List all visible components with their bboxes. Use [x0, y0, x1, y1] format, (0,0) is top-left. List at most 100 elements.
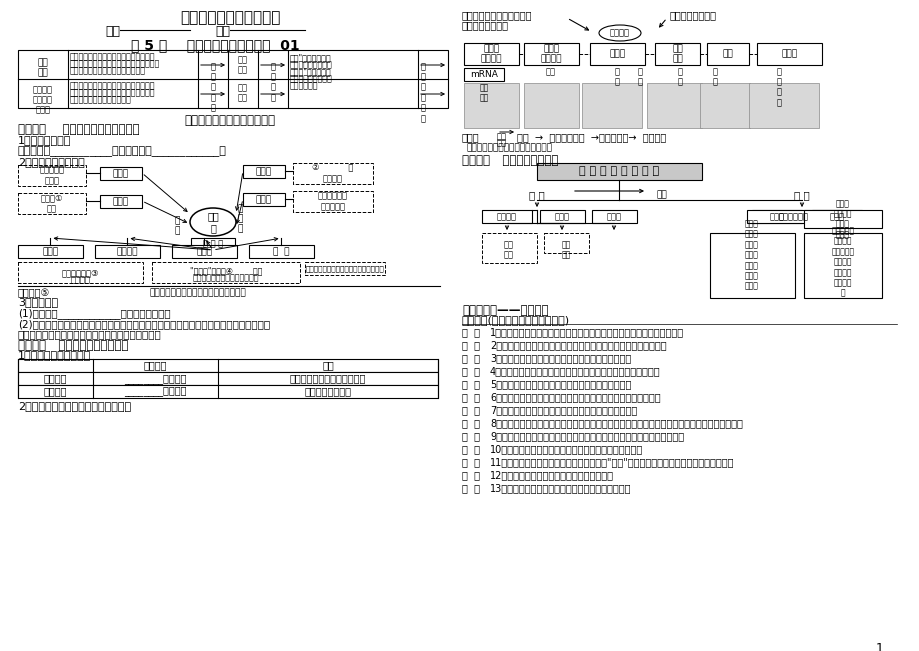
Bar	[748, 83, 818, 128]
Text: 8．细胞骨架与细胞运动、分裂、分化以及物质运输、能量转化、信息传递等生命活动密切相关。: 8．细胞骨架与细胞运动、分裂、分化以及物质运输、能量转化、信息传递等生命活动密切…	[490, 418, 742, 428]
Text: 缩合: 缩合	[496, 138, 506, 147]
Bar	[582, 83, 641, 128]
Text: （  ）: （ ）	[461, 457, 480, 467]
Text: 加工、分类、包装: 加工、分类、包装	[669, 10, 716, 20]
Text: （  ）: （ ）	[461, 379, 480, 389]
Text: 3．植物细胞都含有叶绿体，动物细胞都含有线粒体。: 3．植物细胞都含有叶绿体，动物细胞都含有线粒体。	[490, 353, 630, 363]
Text: 1: 1	[875, 642, 883, 651]
Text: 实
验
探
究
能
力: 实 验 探 究 能 力	[420, 62, 425, 123]
Text: 调节植物细胞内的环境，保持细胞紧张度: 调节植物细胞内的环境，保持细胞紧张度	[150, 288, 246, 297]
Bar	[482, 233, 537, 263]
Text: 细胞
器: 细胞 器	[207, 211, 219, 233]
Text: （  ）: （ ）	[461, 392, 480, 402]
Text: 实验材料选取原则和: 实验材料选取原则和	[289, 74, 333, 83]
Text: 胞内蛋白: 胞内蛋白	[43, 387, 67, 396]
Text: 1．细胞质的组成: 1．细胞质的组成	[18, 135, 72, 145]
Text: 核糖体: 核糖体	[113, 169, 129, 178]
Text: 高三生物一轮复习导学案: 高三生物一轮复习导学案	[179, 10, 280, 25]
Bar	[18, 372, 437, 385]
Bar	[751, 210, 801, 223]
Bar	[305, 262, 384, 275]
Bar	[100, 167, 142, 180]
Text: 内质网: 内质网	[42, 247, 59, 256]
Bar	[746, 210, 841, 223]
Text: 双
层
膜: 双 层 膜	[238, 204, 244, 234]
Text: ________的核糖体: ________的核糖体	[124, 387, 186, 396]
Text: 细胞膜: 细胞膜	[780, 49, 797, 59]
Text: 细胞膜: 细胞膜	[554, 212, 569, 221]
Text: （顺面）: （顺面）	[609, 29, 630, 38]
Text: ________的核糖体: ________的核糖体	[124, 374, 186, 383]
Text: 细胞内
部环境
稳定物
质运输
物质交
换、信
息传递: 细胞内 部环境 稳定物 质运输 物质交 换、信 息传递	[744, 219, 758, 291]
Bar	[18, 50, 448, 108]
Text: 1．分泌蛋白与胞内蛋白: 1．分泌蛋白与胞内蛋白	[18, 350, 91, 360]
Text: 1．差速离心法主要是采取逐渐提高离心速率来分离不同大小颗粒的方法。: 1．差速离心法主要是采取逐渐提高离心速率来分离不同大小颗粒的方法。	[490, 327, 684, 337]
Text: 细 胞 的 生 物 膜 系 统: 细 胞 的 生 物 膜 系 统	[578, 167, 658, 176]
Text: "酶仓库"、分解④        ，春: "酶仓库"、分解④ ，春	[189, 266, 262, 275]
Text: 质运输、能量变化、信息传递等生命活动密切相关。: 质运输、能量变化、信息传递等生命活动密切相关。	[18, 329, 162, 339]
Text: 组 成: 组 成	[528, 190, 544, 200]
Text: 溶酶体: 溶酶体	[197, 247, 212, 256]
Bar	[463, 83, 518, 128]
Text: 加
工: 加 工	[614, 67, 618, 87]
Text: （  ）: （ ）	[461, 366, 480, 376]
Text: 姓名: 姓名	[215, 25, 230, 38]
Bar	[756, 43, 821, 65]
Bar	[803, 210, 881, 228]
Text: 蛋白质合成
的场所: 蛋白质合成 的场所	[40, 166, 64, 185]
Bar	[539, 210, 584, 223]
Bar	[654, 43, 699, 65]
Bar	[482, 210, 531, 223]
Text: 加
工: 加 工	[676, 67, 682, 87]
Text: 科学
思维: 科学 思维	[238, 83, 248, 102]
Text: 班级: 班级	[105, 25, 119, 38]
Text: 细胞核
（转录）: 细胞核 （转录）	[481, 44, 502, 64]
Text: 网状
联系: 网状 联系	[504, 240, 514, 259]
Text: 通过对细胞结构与功能的归纳及对生物膜: 通过对细胞结构与功能的归纳及对生物膜	[70, 81, 155, 90]
Text: （  ）: （ ）	[461, 483, 480, 493]
Text: 酶的附
着位点，
生化反
应场所: 酶的附 着位点， 生化反 应场所	[833, 199, 851, 239]
Ellipse shape	[598, 25, 641, 41]
Text: （  ）: （ ）	[461, 353, 480, 363]
Text: 12．生物膜系统维持生物体内的所有膜结构。: 12．生物膜系统维持生物体内的所有膜结构。	[490, 470, 613, 480]
Bar	[463, 43, 518, 65]
Text: （  ）: （ ）	[461, 327, 480, 337]
Text: （  ）: （ ）	[461, 431, 480, 441]
Text: 液  泡: 液 泡	[273, 247, 289, 256]
Text: 蛋白质加工、③: 蛋白质加工、③	[62, 268, 99, 277]
Text: 生命
观念: 生命 观念	[238, 55, 248, 74]
Text: 结构与功能的总结，培养逻辑思维能力、: 结构与功能的总结，培养逻辑思维能力、	[70, 88, 155, 97]
Text: 2．细胞壁紧贴于植物细胞细胞膜的外面，可以控制物质进出细胞。: 2．细胞壁紧贴于植物细胞细胞膜的外面，可以控制物质进出细胞。	[490, 340, 666, 350]
Text: 绿色植物光合
作用的场所: 绿色植物光合 作用的场所	[318, 192, 347, 211]
Text: 13．生物膜之间通过囊泡的转移实现膜成分的更新。: 13．生物膜之间通过囊泡的转移实现膜成分的更新。	[490, 483, 630, 493]
Bar	[543, 233, 588, 253]
Bar	[191, 238, 234, 250]
Text: 场所: 场所	[545, 67, 555, 76]
Text: 确梳理各细胞的结构特点和功能，又相互联: 确梳理各细胞的结构特点和功能，又相互联	[70, 59, 160, 68]
Text: (1)概念：由____________组成的网架结构。: (1)概念：由____________组成的网架结构。	[18, 308, 170, 319]
Text: 实例: 实例	[322, 361, 334, 370]
Text: （  ）: （ ）	[461, 418, 480, 428]
Text: 单 层 膜: 单 层 膜	[203, 240, 223, 249]
Text: 系，进而建立生命部分与整体的观念: 系，进而建立生命部分与整体的观念	[70, 66, 146, 75]
Text: 通过"用高倍显微镜: 通过"用高倍显微镜	[289, 53, 331, 62]
Text: 运
输: 运 输	[637, 67, 641, 87]
Text: 3．细胞骨架: 3．细胞骨架	[18, 297, 58, 307]
Text: 化、二硫键的形成: 化、二硫键的形成	[461, 20, 508, 30]
Text: （  ）: （ ）	[461, 405, 480, 415]
Bar	[18, 245, 83, 258]
Bar	[537, 163, 701, 180]
Text: 细胞器膜: 细胞器膜	[496, 212, 516, 221]
Bar	[811, 210, 861, 223]
Text: 线粒体: 线粒体	[255, 167, 272, 176]
Text: 液泡: 液泡	[721, 49, 732, 59]
Bar	[524, 83, 578, 128]
Text: （  ）: （ ）	[461, 470, 480, 480]
Text: 无
膜: 无 膜	[175, 216, 180, 236]
Bar	[803, 233, 881, 298]
Bar	[709, 233, 794, 298]
Text: 细胞膜: 细胞膜	[768, 212, 784, 221]
Text: 与细胞①
有关: 与细胞① 有关	[40, 194, 63, 213]
Text: mRNA: mRNA	[470, 70, 497, 79]
Text: 直接
相连: 直接 相连	[561, 240, 570, 259]
